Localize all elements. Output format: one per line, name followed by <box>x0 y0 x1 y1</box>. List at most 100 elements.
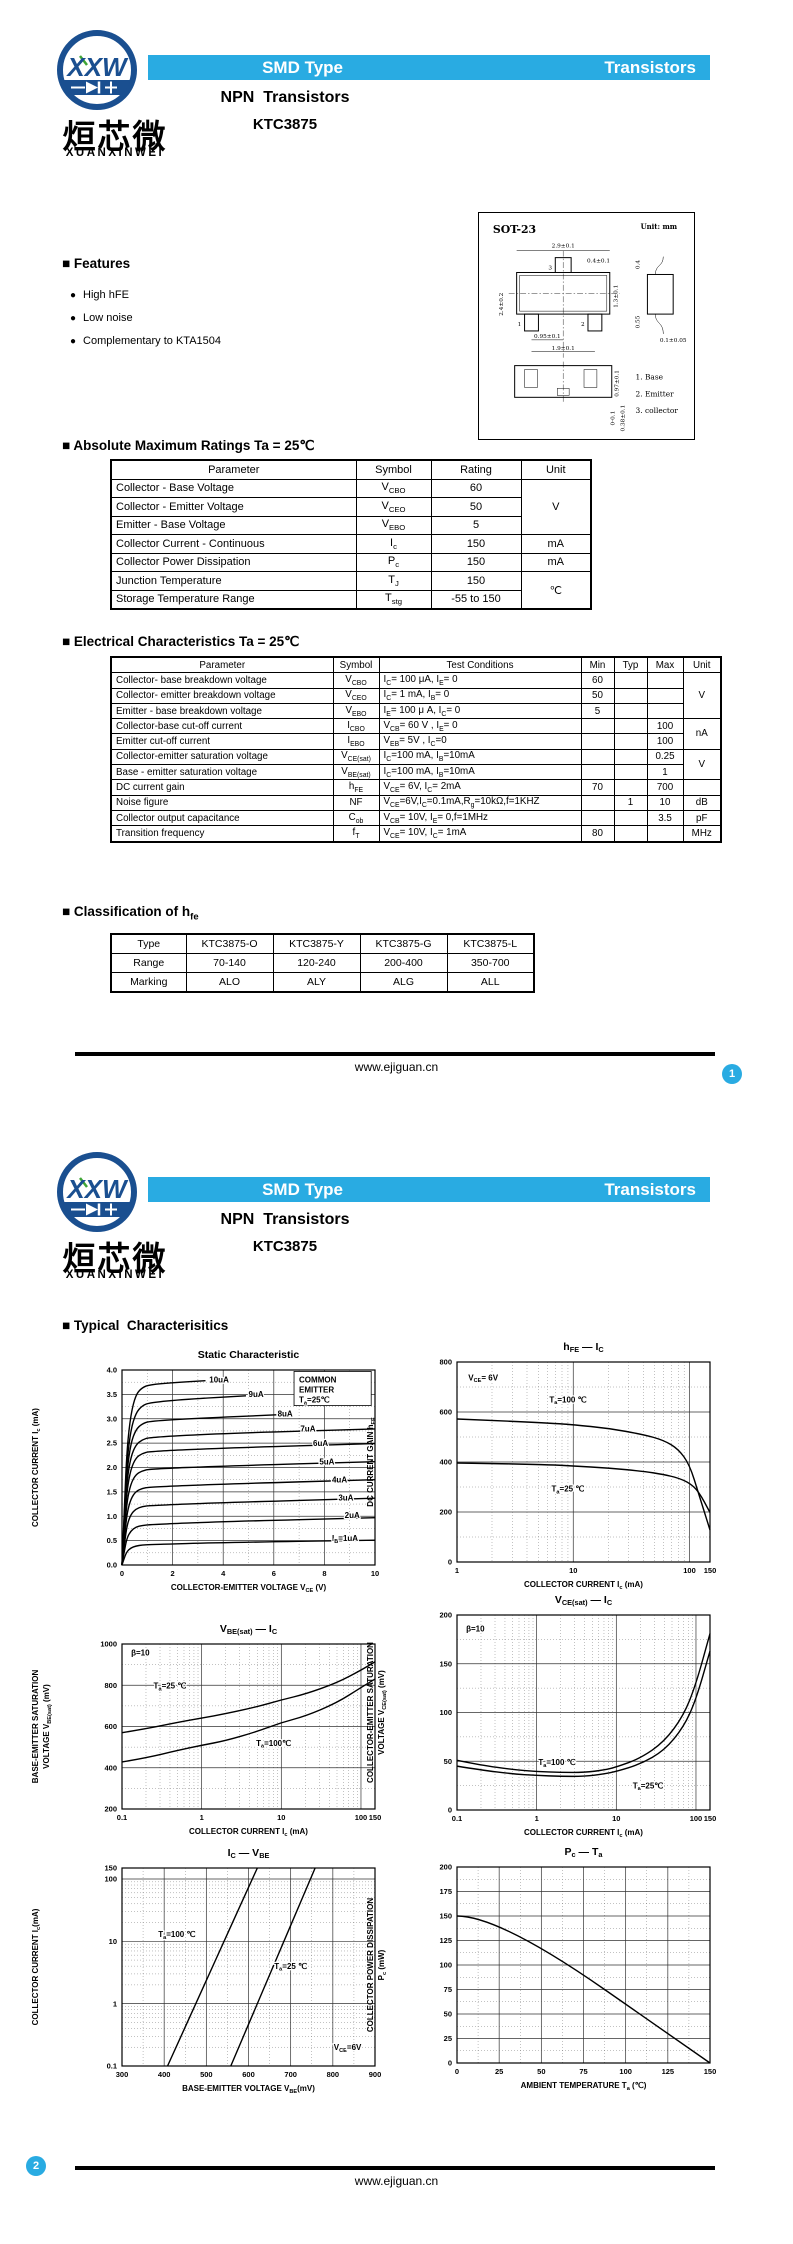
curve-annotation: VCE= 6V <box>468 1373 498 1384</box>
table-row: Emitter cut-off current IEBO VEB= 5V , IC=… <box>110 733 721 750</box>
curve-annotation: 2uA <box>345 1511 360 1520</box>
column-header: Test Conditions <box>378 656 582 674</box>
typical-characteristics-heading: ■ Typical Characterisitics <box>62 1318 229 1333</box>
table-row: Collector- base breakdown voltage VCBO IC=… <box>110 672 722 720</box>
column-header: Unit <box>520 459 592 480</box>
x-tick-label: 4 <box>221 1569 226 1578</box>
series-ib-2ua <box>121 1517 376 1566</box>
feature-item: ● Complementary to KTA1504 <box>70 335 221 347</box>
y-tick-label: 100 <box>104 1875 117 1884</box>
table-cell: 50 <box>580 687 615 704</box>
table-cell: ALY <box>272 972 361 993</box>
y-tick-label: 50 <box>444 2010 452 2019</box>
chart-pc-vs-ta: 0 25 50 75 100 125 150 0 25 50 75 100 125 150 175 200 AM… <box>362 1841 720 2120</box>
table-cell: VCEO <box>355 497 432 517</box>
header-bar-left-label: SMD Type <box>262 58 343 77</box>
y-tick-label: 150 <box>104 1864 117 1873</box>
y-axis-label: COLLECTOR CURRENT Ic (mA) <box>31 1408 42 1527</box>
table-cell <box>613 672 648 689</box>
table-cell <box>613 809 648 827</box>
y-axis-label: DC CURRENT GAIN hFE <box>366 1417 377 1507</box>
part-number: KTC3875 <box>252 1238 318 1255</box>
y-tick-label: 200 <box>439 1611 452 1620</box>
table-cell: Collector- base breakdown voltage <box>110 672 334 689</box>
package-unit: Unit: mm <box>641 222 678 231</box>
table-cell <box>580 748 615 766</box>
table-cell: 1 <box>646 764 684 781</box>
table-cell <box>613 733 648 750</box>
datasheet-page-1: XXW 烜芯微 XUANXINWEI SMD Type Transistors … <box>57 30 742 1084</box>
dim-lead-thickness: 0.1±0.05 <box>660 338 687 344</box>
table-cell: 150 <box>430 552 522 572</box>
table-row: Collector Power Dissipation Pc 150 mA <box>110 552 592 572</box>
table-row: DC current gain hFE VCE= 6V, IC= 2mA 70 700 <box>110 779 722 796</box>
logo-green-accent <box>79 55 88 66</box>
series-ib-3ua <box>121 1497 376 1566</box>
header-bar-right-label: Transistors <box>604 1180 696 1199</box>
table-cell: 10 <box>646 794 684 811</box>
table-cell <box>646 825 684 843</box>
curve-annotation: β=10 <box>131 1648 150 1657</box>
table-cell <box>613 702 648 720</box>
y-tick-label: 400 <box>439 1458 452 1467</box>
chart-svg-ic-vbe: 300 400 500 600 700 800 900 0.1 1 10 100 150 BASE-EM… <box>31 1847 381 2095</box>
x-tick-label: 150 <box>369 1813 382 1822</box>
footer-divider <box>75 2166 715 2170</box>
table-cell: 150 <box>430 534 522 554</box>
table-cell: 60 <box>580 672 615 689</box>
table-cell <box>682 779 722 796</box>
table-cell: 5 <box>430 515 522 535</box>
table-cell: 70 <box>580 779 615 796</box>
class-table: Type KTC3875-O KTC3875-Y KTC3875-G KTC3875-L… <box>110 933 535 993</box>
pin2-number: 2 <box>581 322 585 328</box>
table-row: Collector - Emitter Voltage VCEO 50 <box>110 497 591 517</box>
table-cell: Collector Current - Continuous <box>110 534 357 554</box>
curve-annotation: IB=1uA <box>332 1534 358 1545</box>
x-tick-label: 400 <box>158 2070 171 2079</box>
series-ta-25c <box>456 1650 711 1778</box>
table-row: Emitter - base breakdown voltage VEBO IE= … <box>110 702 721 720</box>
x-tick-label: 10 <box>612 1814 620 1823</box>
pin3-number: 3 <box>548 266 552 272</box>
table-row: Base - emitter saturation voltage VBE(sat… <box>110 764 721 781</box>
table-row: Junction Temperature TJ 150 ℃ <box>110 571 592 610</box>
x-tick-label: 150 <box>704 2067 717 2076</box>
table-cell: VCBO <box>355 478 432 498</box>
table-row: Collector - Base Voltage VCBO 60 V <box>110 478 592 535</box>
series-pc-derating <box>456 1915 711 2064</box>
table-cell: 70-140 <box>185 953 274 973</box>
table-cell: 0.25 <box>646 748 684 766</box>
curve-annotation: β=10 <box>466 1624 485 1633</box>
footer-url: www.ejiguan.cn <box>354 1060 439 1074</box>
series-ta-25c <box>230 1867 316 2067</box>
x-tick-label: 150 <box>704 1814 717 1823</box>
curve-annotation: 9uA <box>249 1390 264 1399</box>
table-cell: IE= 100 μ A, IC= 0 <box>378 702 582 720</box>
column-header: Rating <box>430 459 522 480</box>
curve-annotation: 10uA <box>209 1376 229 1385</box>
y-tick-label: 75 <box>444 1985 452 1994</box>
dim-tab-width: 0.4±0.1 <box>587 259 610 265</box>
y-tick-label: 2.0 <box>107 1463 117 1472</box>
table-row: Collector-base cut-off current ICBO VCB= 6… <box>110 718 722 750</box>
electrical-characteristics-table: Parameter Symbol Test Conditions Min Typ Max U… <box>110 656 722 843</box>
legend-text: COMMON <box>299 1375 337 1384</box>
package-drawing: SOT-23 Unit: mm 2.9±0.1 0.4±0.1 2.4±0.2 … <box>493 222 687 432</box>
package-name: SOT-23 <box>493 223 536 236</box>
table-cell: Base - emitter saturation voltage <box>110 764 334 781</box>
chart-title: VBE(sat) — IC <box>220 1623 278 1636</box>
x-tick-label: 150 <box>704 1566 717 1575</box>
x-axis-label: BASE-EMITTER VOLTAGE VBE(mV) <box>182 2084 315 2095</box>
series-ta-25c <box>121 1661 376 1734</box>
header-bar: SMD Type Transistors <box>148 55 710 80</box>
y-tick-label: 3.5 <box>107 1390 117 1399</box>
table-row: Storage Temperature Range Tstg -55 to 150 <box>110 589 591 610</box>
x-tick-label: 0.1 <box>117 1813 127 1822</box>
table-cell <box>580 764 615 781</box>
chart-title: Static Characteristic <box>198 1349 300 1361</box>
y-tick-label: 200 <box>439 1508 452 1517</box>
table-cell: IC= 100 μA, IE= 0 <box>378 672 582 689</box>
chart-title: Pc — Ta <box>565 1846 604 1859</box>
curve-annotation: Ta=25 ℃ <box>154 1681 187 1692</box>
y-tick-label: 1.0 <box>107 1512 117 1521</box>
